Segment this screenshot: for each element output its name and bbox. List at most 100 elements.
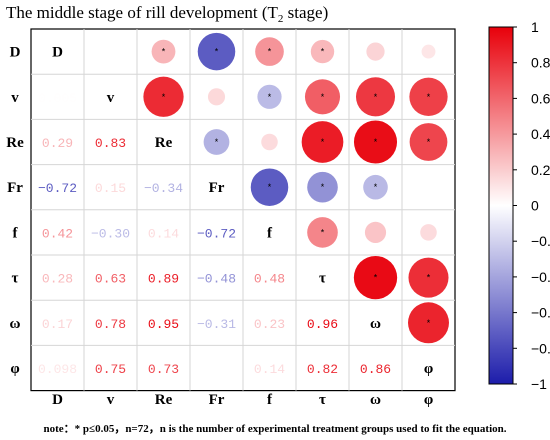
correlation-value: 0.29 bbox=[42, 136, 73, 151]
significance-star: * bbox=[321, 137, 325, 147]
diagonal-label: Re bbox=[155, 135, 173, 151]
correlation-value: 0.83 bbox=[95, 136, 126, 151]
correlation-circle bbox=[353, 120, 398, 164]
correlation-circle bbox=[363, 174, 388, 200]
correlation-circle bbox=[203, 129, 230, 155]
chart-title: The middle stage of rill development (T2… bbox=[6, 3, 328, 25]
correlation-circle bbox=[364, 221, 387, 243]
correlation-circle bbox=[420, 224, 437, 241]
row-label: D bbox=[10, 45, 21, 61]
correlation-circle bbox=[255, 37, 284, 66]
correlation-value: 0.82 bbox=[307, 362, 338, 377]
correlation-value: 0.17 bbox=[42, 317, 73, 332]
significance-star: * bbox=[427, 318, 431, 328]
significance-star: * bbox=[268, 182, 272, 192]
significance-star: * bbox=[162, 92, 166, 102]
significance-star: * bbox=[321, 47, 325, 57]
correlation-circle bbox=[408, 257, 449, 298]
colorbar-tick-label: 0.6 bbox=[531, 90, 550, 106]
significance-star: * bbox=[427, 92, 431, 102]
diagonal-label: D bbox=[52, 45, 63, 61]
correlation-circle bbox=[261, 133, 278, 151]
correlation-value: 0.005 bbox=[38, 91, 77, 106]
colorbar-tick-label: 0.2 bbox=[531, 162, 550, 178]
column-label: ω bbox=[370, 392, 381, 408]
correlation-circle bbox=[355, 77, 396, 117]
correlation-value: 0.15 bbox=[95, 181, 126, 196]
significance-star: * bbox=[427, 273, 431, 283]
diagonal-label: Fr bbox=[209, 180, 225, 196]
colorbar-gradient bbox=[488, 26, 514, 385]
correlation-circle bbox=[409, 123, 448, 161]
correlation-value: 0.28 bbox=[42, 272, 73, 287]
correlation-value: 0.23 bbox=[254, 317, 285, 332]
footnote: note：* p≤0.05，n=72，n is the number of ex… bbox=[43, 423, 507, 435]
correlation-circle bbox=[250, 168, 289, 206]
correlation-value: −0.48 bbox=[197, 272, 236, 287]
correlation-value: −0.72 bbox=[38, 181, 77, 196]
correlation-value: 0.78 bbox=[95, 317, 126, 332]
row-label: f bbox=[13, 225, 19, 241]
correlation-circle bbox=[143, 76, 184, 117]
significance-star: * bbox=[321, 182, 325, 192]
row-label: v bbox=[11, 90, 19, 106]
colorbar-tick-label: −0.8 bbox=[531, 340, 550, 356]
correlation-value: −0.72 bbox=[197, 226, 236, 241]
significance-star: * bbox=[374, 182, 378, 192]
correlation-circle bbox=[304, 79, 341, 115]
column-label: φ bbox=[424, 392, 433, 408]
colorbar-tick-label: 0.8 bbox=[531, 55, 550, 71]
correlation-circle bbox=[421, 44, 436, 59]
correlation-value: 0.96 bbox=[307, 317, 338, 332]
significance-star: * bbox=[374, 137, 378, 147]
significance-star: * bbox=[374, 273, 378, 283]
correlation-value: 0.89 bbox=[148, 272, 179, 287]
colorbar-tick-label: −0.2 bbox=[531, 233, 550, 249]
significance-star: * bbox=[162, 47, 166, 57]
significance-star: * bbox=[215, 47, 219, 57]
correlation-circle bbox=[366, 42, 385, 61]
colorbar: 1 0.8 0.6 0.4 0.2 0 −0.2 −0.4 −0.6 −0.8 −1 bbox=[488, 19, 550, 392]
row-label: Re bbox=[6, 135, 24, 151]
matrix-marks: * * * * * * * * * * * * * * * * * * * * bbox=[143, 32, 449, 344]
diagonal-label: ω bbox=[370, 316, 381, 332]
correlation-circle bbox=[307, 171, 338, 203]
correlation-value: −0.30 bbox=[91, 226, 130, 241]
correlation-value: 0.95 bbox=[148, 317, 179, 332]
correlation-value: −0.34 bbox=[144, 181, 183, 196]
row-label: Fr bbox=[7, 180, 23, 196]
column-label: f bbox=[267, 392, 273, 408]
diagonal-label: f bbox=[267, 225, 273, 241]
correlation-value: 0.86 bbox=[360, 362, 391, 377]
diagonal-label: τ bbox=[319, 271, 326, 287]
correlation-circle bbox=[197, 32, 236, 71]
correlation-circle bbox=[151, 39, 176, 64]
correlation-circle bbox=[207, 88, 226, 106]
colorbar-tick-label: −1 bbox=[531, 376, 547, 392]
correlation-circle bbox=[310, 39, 335, 64]
correlation-value: −0.31 bbox=[197, 317, 236, 332]
column-label: Fr bbox=[209, 392, 225, 408]
diagonal-label: φ bbox=[424, 361, 433, 377]
correlation-circle bbox=[301, 121, 344, 163]
diagonal-label: v bbox=[107, 90, 115, 106]
significance-star: * bbox=[215, 137, 219, 147]
correlation-value: 0.75 bbox=[95, 362, 126, 377]
correlation-circle bbox=[307, 217, 338, 248]
correlation-value: 0.73 bbox=[148, 362, 179, 377]
colorbar-tick-label: 1 bbox=[531, 19, 539, 35]
colorbar-tick-label: 0 bbox=[531, 198, 539, 214]
correlation-circle bbox=[353, 255, 398, 300]
column-label: v bbox=[107, 392, 115, 408]
significance-star: * bbox=[374, 92, 378, 102]
correlation-value: 0.42 bbox=[42, 226, 73, 241]
significance-star: * bbox=[321, 92, 325, 102]
correlation-circle bbox=[409, 77, 448, 116]
correlation-value: 0.14 bbox=[254, 362, 285, 377]
row-label: τ bbox=[12, 271, 19, 287]
significance-star: * bbox=[427, 137, 431, 147]
correlation-value: 0.14 bbox=[148, 226, 179, 241]
column-label: D bbox=[52, 392, 63, 408]
